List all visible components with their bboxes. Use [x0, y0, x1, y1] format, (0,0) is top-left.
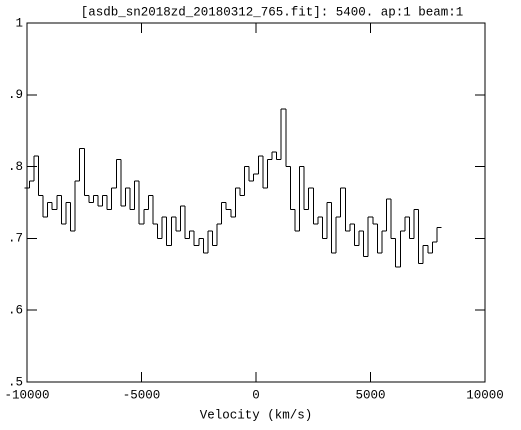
x-tick-label: 10000 [466, 388, 504, 402]
x-tick-label: -5000 [123, 388, 161, 402]
x-tick-label: 0 [252, 388, 260, 402]
y-tick-label: .8 [8, 160, 23, 174]
chart-title: [asdb_sn2018zd_20180312_765.fit]: 5400. … [81, 5, 464, 19]
plot-frame [26, 22, 486, 383]
x-tick-label: 5000 [355, 388, 385, 402]
y-tick-label: .5 [8, 375, 23, 389]
y-tick-label: .7 [8, 232, 23, 246]
x-tick-label: -10000 [4, 388, 49, 402]
x-axis-label: Velocity (km/s) [200, 408, 313, 422]
y-tick-label: .6 [8, 303, 23, 317]
y-tick-label: 1 [15, 16, 23, 30]
y-tick-label: .9 [8, 88, 23, 102]
